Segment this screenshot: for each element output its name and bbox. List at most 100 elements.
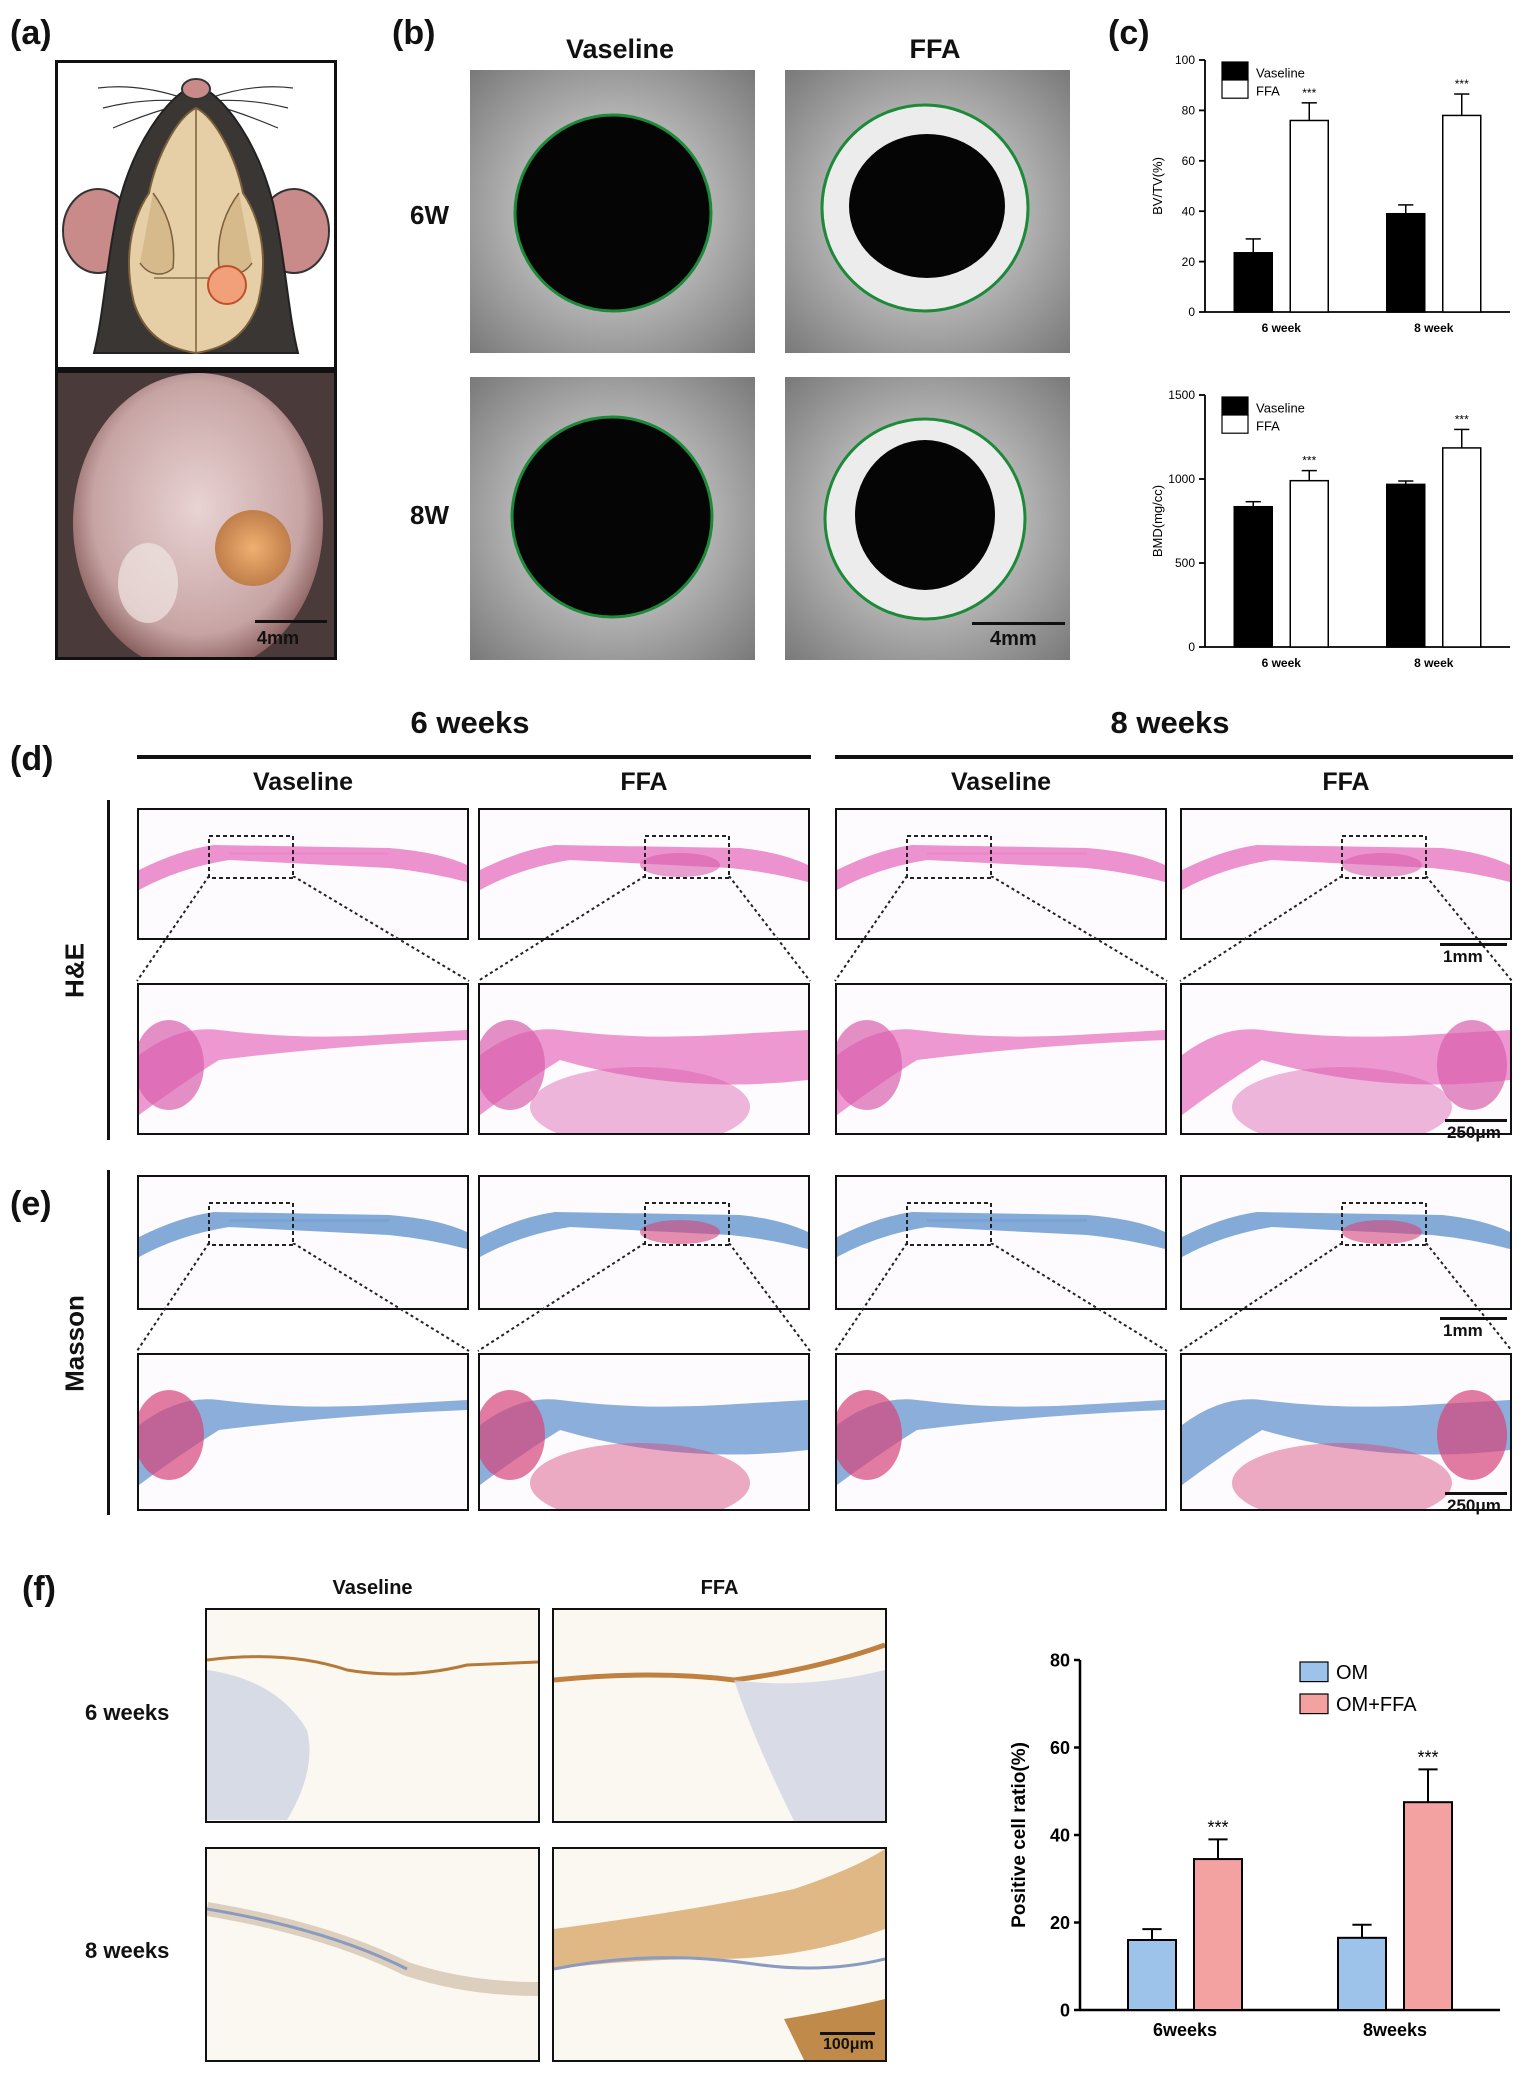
panel-label-f: (f) [22, 1570, 56, 1608]
legend-swatch [1221, 79, 1249, 99]
scale-label-he-low: 1mm [1443, 947, 1483, 966]
y-axis-label: BMD(mg/cc) [1150, 485, 1165, 557]
row-label-8w: 8W [410, 500, 449, 530]
group-header-1: Vaseline [252, 768, 354, 796]
masson-high-ffa-8w [1180, 1353, 1512, 1511]
bvtv-bar-chart: 0 20 40 60 80 100 BV/TV(%) *** 6 week *** 8 week Va… [1150, 53, 1510, 335]
y-tick-label: 1000 [1168, 472, 1195, 486]
scale-bar-masson-high [1445, 1492, 1507, 1495]
bar-vaseline [1386, 212, 1426, 313]
legend-swatch [1299, 1661, 1329, 1683]
rat-skull-icon [62, 78, 330, 355]
time-header-8w: 8 weeks [1110, 705, 1230, 740]
rat-calvaria-photo [55, 370, 337, 660]
scale-bar-f [820, 2032, 875, 2035]
f-col-vaseline: Vaseline [332, 1577, 413, 1599]
y-tick-label: 80 [1050, 1650, 1070, 1670]
x-tick-label: 6 week [1262, 656, 1302, 670]
bar-om-ffa [1403, 1801, 1453, 2011]
f-row-8w: 8 weeks [85, 1938, 170, 1963]
ihc-ffa-8w [552, 1847, 887, 2062]
scale-label-a: 4mm [257, 628, 300, 648]
significance-mark: *** [1455, 77, 1469, 91]
stain-bar-masson [107, 1170, 110, 1515]
masson-low-vaseline-6w [137, 1175, 469, 1310]
y-tick-label: 60 [1050, 1738, 1070, 1758]
he-low-vaseline-8w [835, 808, 1167, 940]
he-low-ffa-8w [1180, 808, 1512, 940]
masson-high-vaseline-8w [835, 1353, 1167, 1511]
panel-label-c: (c) [1108, 14, 1150, 52]
bar-vaseline [1386, 483, 1426, 648]
scale-bar-he-high [1445, 1119, 1507, 1122]
he-high-ffa-8w [1180, 983, 1512, 1135]
legend-swatch [1221, 414, 1249, 434]
y-axis-label: Positive cell ratio(%) [1009, 1742, 1030, 1928]
panel-label-e: (e) [10, 1185, 52, 1223]
he-low-vaseline-6w [137, 808, 469, 940]
masson-high-ffa-6w [478, 1353, 810, 1511]
he-high-ffa-6w [478, 983, 810, 1135]
y-tick-label: 20 [1050, 1913, 1070, 1933]
y-tick-label: 20 [1182, 255, 1196, 269]
y-tick-label: 0 [1060, 2000, 1070, 2020]
legend-label: OM [1336, 1662, 1368, 1684]
panel-label-a: (a) [10, 14, 52, 52]
f-col-ffa: FFA [700, 1577, 739, 1599]
bar-vaseline [1233, 505, 1273, 648]
zoom-guide-lines [136, 1243, 470, 1352]
legend-swatch [1299, 1693, 1329, 1715]
ihc-vaseline-6w [205, 1608, 540, 1823]
y-tick-label: 0 [1188, 640, 1195, 654]
y-tick-label: 500 [1175, 556, 1195, 570]
scale-label-f: 100μm [823, 2036, 874, 2053]
panel-label-b: (b) [392, 14, 436, 52]
bar-vaseline [1233, 252, 1273, 313]
legend-label: Vaseline [1256, 401, 1305, 416]
x-tick-label: 6weeks [1153, 2020, 1217, 2040]
y-tick-label: 0 [1188, 305, 1195, 319]
significance-mark: *** [1417, 1747, 1438, 1767]
scale-bar-b [972, 622, 1065, 625]
bar-ffa [1289, 479, 1329, 648]
x-tick-label: 8 week [1414, 656, 1454, 670]
zoom-guide-lines [477, 1243, 811, 1352]
zoom-guide-lines [1179, 876, 1513, 982]
scale-label-masson-low: 1mm [1443, 1321, 1483, 1340]
scale-label-b: 4mm [990, 628, 1037, 650]
he-high-vaseline-8w [835, 983, 1167, 1135]
bar-ffa [1289, 119, 1329, 313]
time-header-6w: 6 weeks [410, 705, 530, 740]
microct-vaseline-6w [470, 70, 755, 353]
significance-mark: *** [1302, 454, 1316, 468]
f-row-6w: 6 weeks [85, 1700, 170, 1725]
zoom-guide-lines [834, 1243, 1168, 1352]
legend-label: FFA [1256, 419, 1280, 434]
legend-swatch [1221, 61, 1249, 81]
legend-label: FFA [1256, 84, 1280, 99]
bar-om [1127, 1939, 1177, 2011]
microct-vaseline-8w [470, 377, 755, 660]
bar-ffa [1442, 447, 1482, 648]
masson-high-vaseline-6w [137, 1353, 469, 1511]
microct-ffa-6w [785, 70, 1070, 353]
legend-swatch [1221, 396, 1249, 416]
significance-mark: *** [1302, 86, 1316, 100]
stain-label-he: H&E [59, 943, 90, 998]
masson-low-ffa-8w [1180, 1175, 1512, 1310]
x-tick-label: 8 week [1414, 321, 1454, 335]
group-header-2: FFA [620, 768, 668, 796]
y-axis-label: BV/TV(%) [1150, 157, 1165, 215]
row-label-6w: 6W [410, 200, 449, 230]
rat-skull-illustration [55, 60, 337, 370]
positive-cell-ratio-chart: 0 20 40 60 80 Positive cell ratio(%) *** 6weeks… [1009, 1650, 1500, 2040]
col-header-ffa: FFA [909, 34, 961, 64]
scale-label-masson-high: 250μm [1447, 1496, 1501, 1515]
bmd-bar-chart: 0 500 1000 1500 BMD(mg/cc) *** 6 week *** 8 week… [1150, 388, 1510, 670]
divider-8w [835, 755, 1513, 759]
he-high-vaseline-6w [137, 983, 469, 1135]
y-tick-label: 40 [1182, 204, 1196, 218]
masson-low-vaseline-8w [835, 1175, 1167, 1310]
x-tick-label: 6 week [1262, 321, 1302, 335]
divider-6w [137, 755, 811, 759]
